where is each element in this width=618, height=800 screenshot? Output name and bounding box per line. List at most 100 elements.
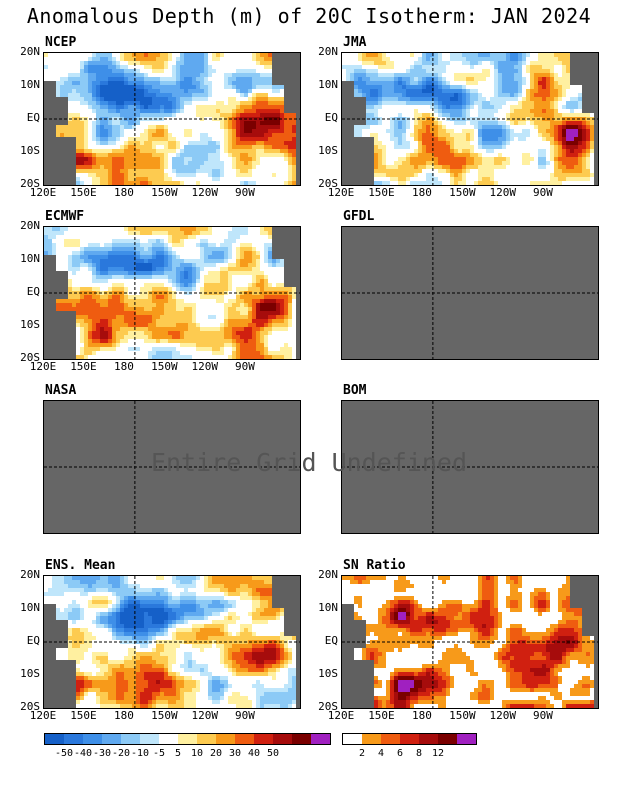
map-canvas-bom	[342, 401, 598, 533]
colorbar-swatch	[216, 734, 235, 744]
colorbar-swatch	[102, 734, 121, 744]
lat-label: 10N	[318, 78, 338, 91]
lon-label: 120W	[191, 186, 219, 199]
colorbar-swatch	[311, 734, 330, 744]
lat-label: 10S	[318, 667, 338, 680]
colorbar-swatch	[343, 734, 362, 744]
map-canvas-ens	[44, 576, 300, 708]
lat-label: 10S	[20, 667, 40, 680]
lon-label: 120E	[29, 360, 57, 373]
colorbar-swatch	[457, 734, 476, 744]
colorbar-swatch	[121, 734, 140, 744]
colorbar-tick-label: -10	[130, 748, 150, 759]
lat-label: 10S	[20, 318, 40, 331]
panel-title-nasa: NASA	[45, 383, 77, 398]
lat-label: 10N	[318, 601, 338, 614]
map-panel-jma	[341, 52, 599, 186]
lon-label: 150E	[368, 186, 395, 199]
colorbar-swatch	[197, 734, 216, 744]
colorbar-swatch	[83, 734, 102, 744]
lon-label: 150E	[70, 709, 97, 722]
lon-label: 120E	[29, 186, 57, 199]
lon-label: 150E	[70, 360, 97, 373]
lon-label: 180	[113, 360, 134, 373]
map-canvas-ncep	[44, 53, 300, 185]
colorbar-tick-label: 30	[228, 748, 242, 759]
lon-label: 150E	[70, 186, 97, 199]
colorbar-tick-label: 2	[358, 748, 366, 759]
lon-label: 120W	[489, 709, 517, 722]
lat-label: 20N	[20, 219, 40, 232]
map-panel-ens	[43, 575, 301, 709]
lon-label: 150W	[151, 709, 178, 722]
lat-label: 10S	[20, 144, 40, 157]
lat-label: 20N	[20, 568, 40, 581]
lon-label: 180	[411, 186, 432, 199]
lat-label: EQ	[26, 111, 40, 124]
lat-label: EQ	[26, 634, 40, 647]
colorbar-swatch	[235, 734, 254, 744]
lat-label: 20S	[20, 351, 40, 364]
colorbar-tick-label: 12	[431, 748, 445, 759]
lon-label: 90W	[235, 709, 255, 722]
map-panel-gfdl	[341, 226, 599, 360]
colorbar-tick-label: 5	[174, 748, 182, 759]
map-canvas-sn	[342, 576, 598, 708]
colorbar-tick-label: -40	[73, 748, 93, 759]
lat-label: EQ	[324, 634, 338, 647]
lat-label: 10N	[20, 601, 40, 614]
undefined-message: Entire Grid Undefined	[150, 448, 468, 477]
colorbar-tick-label: 10	[190, 748, 204, 759]
lon-label: 90W	[235, 186, 255, 199]
colorbar-swatch	[400, 734, 419, 744]
colorbar-tick-label: -50	[54, 748, 74, 759]
colorbar-swatch	[292, 734, 311, 744]
colorbar-tick-label: 40	[247, 748, 261, 759]
map-panel-ecmwf	[43, 226, 301, 360]
colorbar-swatch	[178, 734, 197, 744]
lat-label: 10N	[20, 78, 40, 91]
lat-label: 10S	[318, 144, 338, 157]
lon-label: 120E	[327, 709, 355, 722]
sn-ratio-colorbar	[342, 733, 477, 745]
lon-label: 150W	[151, 186, 178, 199]
lon-label: 150E	[368, 709, 395, 722]
lon-label: 120W	[191, 360, 219, 373]
map-panel-ncep	[43, 52, 301, 186]
lat-label: EQ	[324, 111, 338, 124]
lat-label: 20S	[318, 177, 338, 190]
lon-label: 90W	[235, 360, 255, 373]
colorbar-tick-label: 8	[415, 748, 423, 759]
colorbar-tick-label: -30	[92, 748, 112, 759]
map-canvas-gfdl	[342, 227, 598, 359]
colorbar-swatch	[362, 734, 381, 744]
page-title: Anomalous Depth (m) of 20C Isotherm: JAN…	[26, 4, 592, 28]
colorbar-tick-label: 20	[209, 748, 223, 759]
panel-title-ecmwf: ECMWF	[45, 209, 85, 224]
lat-label: 20N	[20, 45, 40, 58]
colorbar-swatch	[159, 734, 178, 744]
colorbar-tick-label: 6	[396, 748, 404, 759]
panel-title-ncep: NCEP	[45, 35, 77, 50]
anomaly-colorbar	[44, 733, 331, 745]
colorbar-tick-label: 50	[266, 748, 280, 759]
lon-label: 180	[113, 186, 134, 199]
lon-label: 90W	[533, 186, 553, 199]
lat-label: 20N	[318, 568, 338, 581]
lon-label: 180	[411, 709, 432, 722]
colorbar-swatch	[273, 734, 292, 744]
colorbar-tick-label: -20	[111, 748, 131, 759]
lat-label: 20N	[318, 45, 338, 58]
panel-title-sn: SN Ratio	[343, 558, 406, 573]
lat-label: 20S	[20, 700, 40, 713]
map-panel-sn	[341, 575, 599, 709]
colorbar-tick-label: 4	[377, 748, 385, 759]
lon-label: 120W	[489, 186, 517, 199]
map-panel-bom	[341, 400, 599, 534]
lon-label: 150W	[151, 360, 178, 373]
map-canvas-jma	[342, 53, 598, 185]
lat-label: EQ	[26, 285, 40, 298]
lon-label: 150W	[449, 709, 476, 722]
colorbar-swatch	[45, 734, 64, 744]
colorbar-swatch	[254, 734, 273, 744]
